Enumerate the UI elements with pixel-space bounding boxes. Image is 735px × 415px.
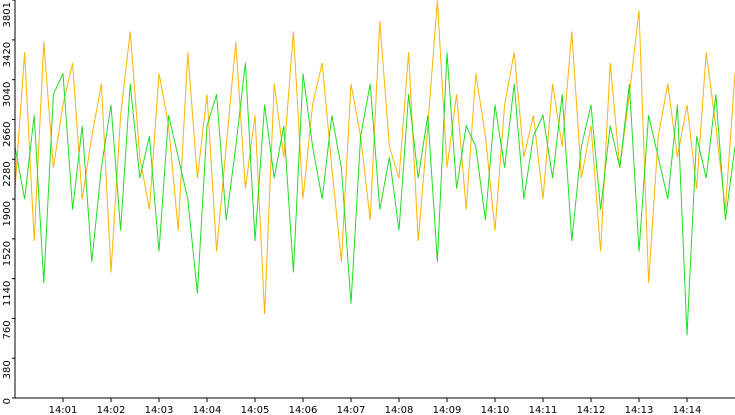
y-tick-label: 1900 — [2, 201, 13, 226]
x-tick-label: 14:11 — [529, 405, 558, 415]
y-tick-label: 1520 — [2, 241, 13, 266]
y-tick-label: 3420 — [2, 42, 13, 67]
y-tick-label: 3040 — [2, 82, 13, 107]
x-tick-label: 14:12 — [577, 405, 606, 415]
series-line — [14, 0, 735, 315]
x-tick-label: 14:09 — [433, 405, 462, 415]
x-tick-label: 14:05 — [241, 405, 270, 415]
series-line — [14, 52, 735, 336]
x-tick-label: 14:13 — [625, 405, 654, 415]
y-tick-label: 1140 — [2, 281, 13, 306]
y-tick-label: 0 — [2, 398, 13, 404]
y-tick-label: 2660 — [2, 121, 13, 146]
y-tick-label: 380 — [2, 360, 13, 379]
x-tick-label: 14:07 — [337, 405, 366, 415]
x-tick-label: 14:14 — [673, 405, 702, 415]
x-tick-label: 14:06 — [289, 405, 318, 415]
x-tick-label: 14:10 — [481, 405, 510, 415]
x-tick-label: 14:02 — [97, 405, 126, 415]
x-tick-label: 14:03 — [145, 405, 174, 415]
y-tick-label: 2280 — [2, 161, 13, 186]
y-tick-label: 3801 — [2, 2, 13, 27]
x-tick-label: 14:04 — [193, 405, 222, 415]
x-tick-label: 14:08 — [385, 405, 414, 415]
x-tick-label: 14:01 — [49, 405, 78, 415]
y-tick-label: 760 — [2, 320, 13, 339]
